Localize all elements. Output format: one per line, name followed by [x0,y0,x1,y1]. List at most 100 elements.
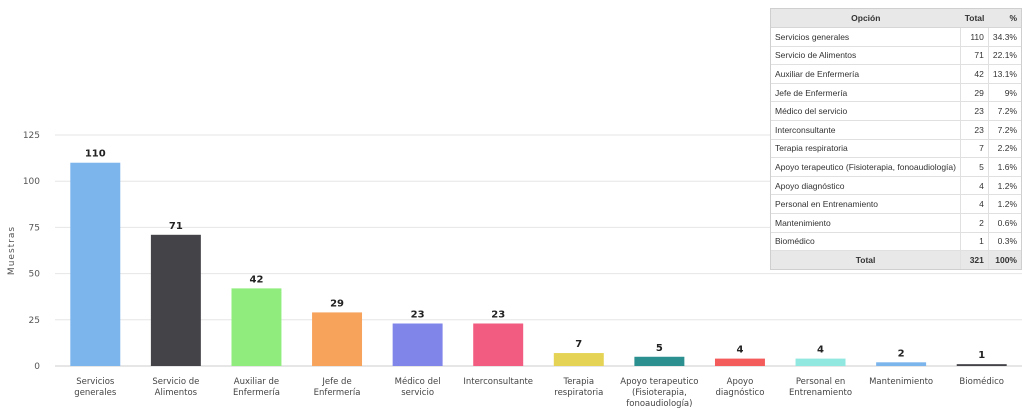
header-percent: % [988,9,1021,28]
gridlines [55,134,1022,367]
x-tick-label: Interconsultante [463,377,533,387]
summary-option: Servicio de Alimentos [771,46,961,66]
summary-total: 23 [960,101,989,121]
bar [876,362,927,366]
bar [634,356,685,366]
data-label: 4 [736,345,743,356]
summary-option: Apoyo diagnóstico [771,176,961,196]
summary-row: Servicio de Alimentos 71 22.1% [771,46,1021,66]
summary-total: 7 [960,139,989,159]
x-tick-label-line: Entrenamiento [789,388,852,398]
header-option: Opción [771,9,961,28]
summary-percent: 1.2% [987,194,1021,214]
summary-row: Auxiliar de Enfermería 42 13.1% [771,64,1021,84]
x-tick-label-line: Apoyo [727,377,754,387]
total-percent: 100% [987,250,1021,269]
x-tick-label-line: generales [74,388,117,398]
summary-total: 42 [960,64,989,84]
summary-percent: 1.6% [987,157,1021,177]
x-tick-label: Servicio de Alimentos [152,377,199,398]
x-tick-label-line: Terapia [562,377,594,387]
summary-option: Médico del servicio [771,101,961,121]
summary-option: Auxiliar de Enfermería [771,64,961,84]
total-count: 321 [960,250,989,269]
bar [392,323,443,366]
x-tick-label: Apoyo terapeutico (Fisioterapia, fonoaudio… [620,377,698,409]
summary-percent: 7.2% [987,101,1021,121]
data-label: 2 [898,348,905,359]
data-label: 29 [330,298,344,309]
x-tick-label-line: Médico del [395,376,441,387]
x-tick-label-line: Mantenimiento [869,377,933,387]
summary-total: 29 [960,83,989,103]
summary-option: Interconsultante [771,120,961,140]
summary-total: 110 [960,27,989,47]
data-label: 5 [656,343,663,354]
summary-option: Biomédico [771,232,961,252]
x-tick-label-line: Auxiliar de [234,377,279,387]
summary-percent: 1.2% [987,176,1021,196]
bar [231,288,282,366]
x-tick-label: Jefe de Enfermería [314,377,361,398]
x-tick-label-line: Interconsultante [463,377,533,387]
x-tick-label: Biomédico [959,376,1004,387]
y-axis-label: Muestras [7,226,17,275]
summary-option: Servicios generales [771,27,961,47]
x-tick-label: Terapia respiratoria [554,377,603,398]
summary-total-row: Total 321 100% [771,250,1021,269]
x-tick-label: Mantenimiento [869,377,933,387]
summary-row: Terapia respiratoria 7 2.2% [771,139,1021,159]
x-tick-label: Médico del servicio [395,376,441,398]
summary-option: Personal en Entrenamiento [771,194,961,214]
y-tick-label: 100 [23,177,40,187]
bar [795,358,846,366]
bar [312,312,363,366]
summary-body: Servicios generales 110 34.3% Servicio de A… [771,27,1021,252]
x-tick-label: Auxiliar de Enfermería [233,377,280,398]
x-tick-label-line: Enfermería [233,388,280,398]
data-label: 110 [85,149,106,160]
x-tick-label-line: Biomédico [959,376,1004,387]
summary-row: Apoyo terapeutico (Fisioterapia, fonoaud… [771,157,1021,177]
summary-row: Médico del servicio 23 7.2% [771,101,1021,121]
summary-total: 4 [960,176,989,196]
summary-percent: 34.3% [987,27,1021,47]
y-tick-label: 125 [23,131,40,141]
summary-option: Mantenimiento [771,213,961,233]
summary-option: Terapia respiratoria [771,139,961,159]
data-label: 1 [978,350,985,361]
x-tick-label-line: Servicios [76,377,115,387]
x-tick-label-line: fonoaudiología) [626,399,692,409]
bar [553,353,604,366]
summary-row: Mantenimiento 2 0.6% [771,213,1021,233]
y-tick-label: 50 [29,270,41,280]
summary-option: Apoyo terapeutico (Fisioterapia, fonoaud… [771,157,961,177]
summary-row: Interconsultante 23 7.2% [771,120,1021,140]
bar [150,234,201,366]
data-label: 23 [411,309,425,320]
x-tick-label: Personal en Entrenamiento [789,377,852,398]
bars [70,162,1007,366]
x-tick-label: Apoyo diagnóstico [715,377,764,398]
x-tick-label: Servicios generales [74,377,117,398]
summary-total: 1 [960,232,989,252]
x-tick-label-line: Personal en [796,377,845,387]
summary-header-row: Opción Total % [771,9,1021,28]
summary-option: Jefe de Enfermería [771,83,961,103]
summary-total: 2 [960,213,989,233]
summary-percent: 0.6% [987,213,1021,233]
summary-row: Jefe de Enfermería 29 9% [771,83,1021,103]
x-axis-category-labels: Servicios generales Servicio de Alimentos Au… [74,376,1004,409]
x-tick-label-line: diagnóstico [715,387,764,398]
x-tick-label-line: Alimentos [155,388,198,398]
x-tick-label-line: respiratoria [554,388,603,398]
data-label: 4 [817,345,824,356]
summary-percent: 22.1% [987,46,1021,66]
header-total: Total [960,9,989,28]
bar [473,323,524,366]
y-axis-ticks: 0 25 50 75 100 125 [23,131,40,372]
data-label: 71 [169,221,183,232]
x-tick-label-line: servicio [401,388,434,398]
